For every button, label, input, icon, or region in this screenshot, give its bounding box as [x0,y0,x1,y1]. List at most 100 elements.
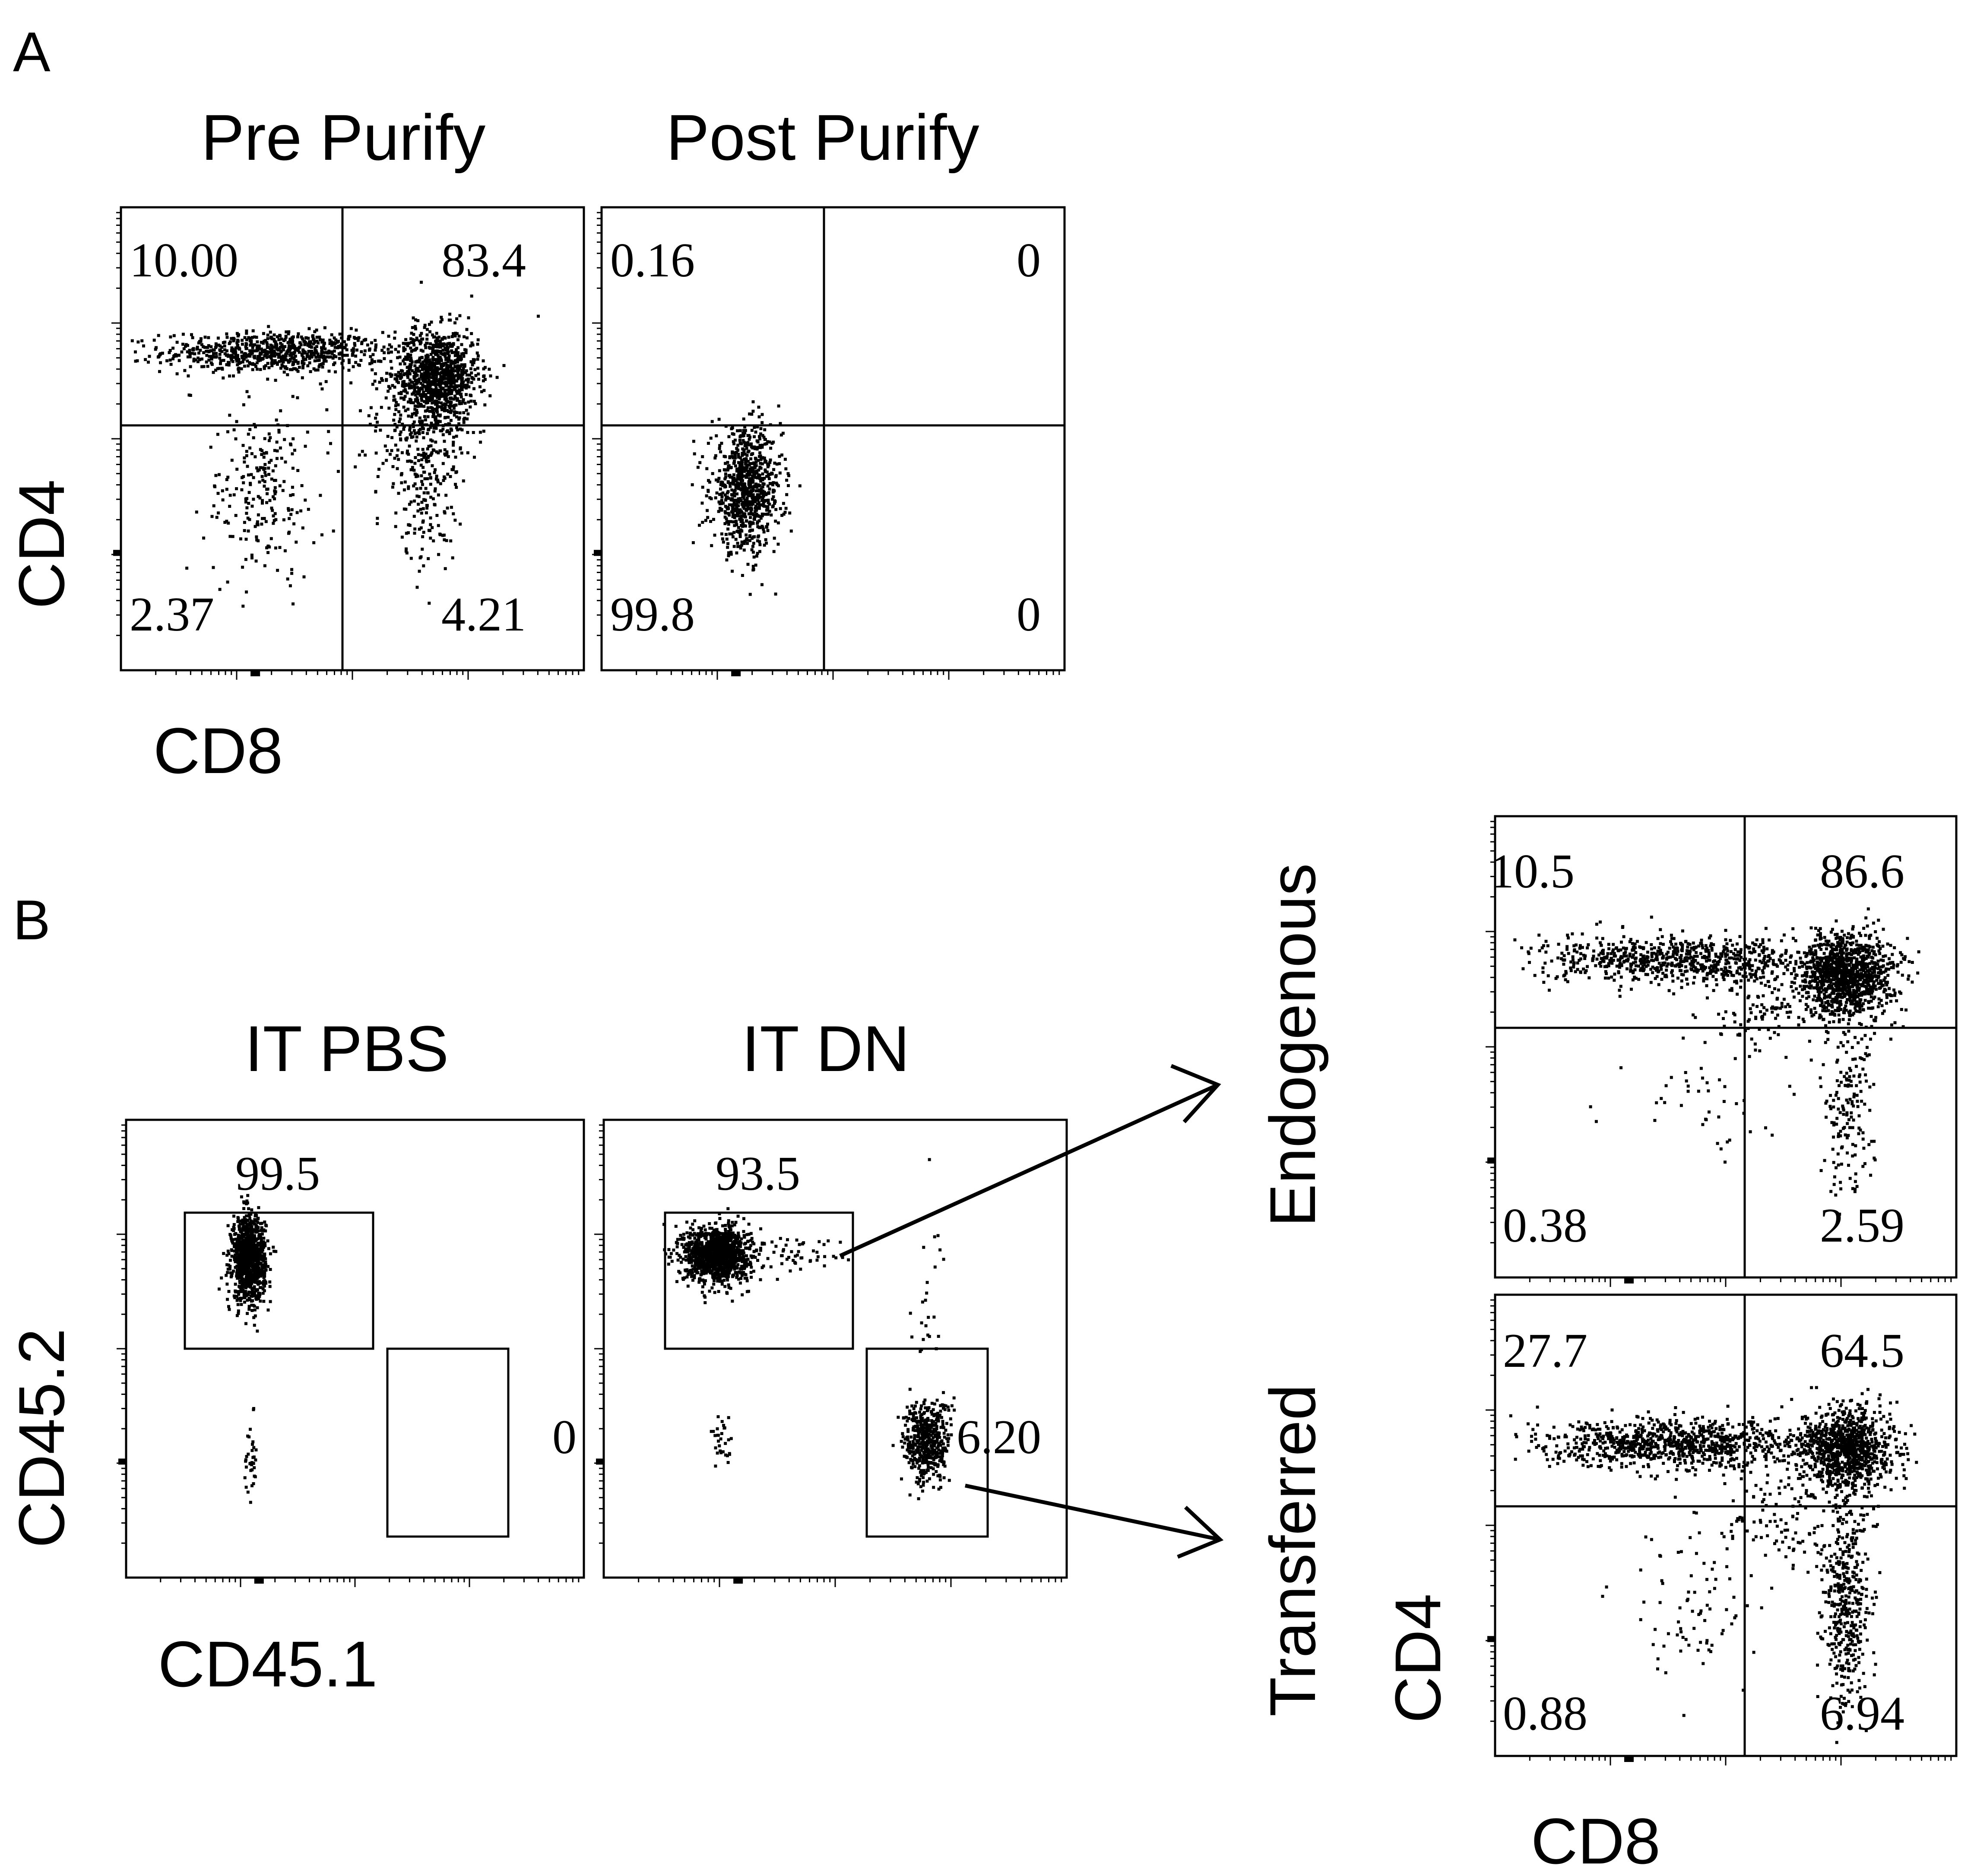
event-dot [466,417,469,421]
event-dot [387,390,390,393]
event-dot [676,1258,680,1262]
event-dot [428,368,431,372]
event-dot [357,336,361,339]
event-dot [399,396,403,400]
event-dot [445,430,449,434]
event-dot [246,465,249,468]
event-dot [434,383,437,387]
event-dot [275,347,279,351]
event-dot [218,353,222,356]
event-dot [263,517,266,520]
event-dot [431,349,435,352]
event-dot [765,542,768,545]
event-dot [452,332,455,335]
event-dot [740,519,743,523]
event-dot [175,372,179,376]
event-dot [728,455,732,459]
event-dot [296,469,300,472]
event-dot [304,336,308,339]
event-dot [749,457,753,460]
event-dot [742,467,745,470]
event-dot [413,482,417,485]
event-dot [435,349,438,353]
event-dot [450,506,453,509]
event-dot [708,1268,711,1272]
event-dot [751,498,754,501]
event-dot [250,352,254,355]
event-dot [453,365,457,369]
event-dot [412,375,416,378]
event-dot [732,489,736,493]
event-dot [439,375,443,378]
event-dot [743,491,747,494]
event-dot [421,367,425,371]
event-dot [472,361,475,364]
event-dot [751,488,755,491]
event-dot [308,361,311,364]
event-dot [412,420,416,424]
event-dot [437,451,440,455]
event-dot [759,495,763,499]
event-dot [250,1484,253,1487]
event-dot [406,436,409,440]
event-dot [293,449,296,452]
event-dot [432,377,435,380]
event-dot [718,444,722,447]
event-dot [268,1285,272,1288]
event-dot [234,346,238,350]
event-dot [425,388,428,391]
event-dot [258,1233,261,1236]
event-dot [470,371,473,375]
event-dot [763,428,767,431]
event-dot [431,401,434,405]
event-dot [442,376,446,379]
event-dot [294,355,297,358]
event-dot [730,532,734,536]
event-dot [290,572,294,575]
event-dot [409,337,413,340]
event-dot [467,400,470,404]
event-dot [767,501,770,504]
event-dot [235,341,239,345]
event-dot [220,345,224,349]
event-dot [248,1228,251,1232]
event-dot [453,354,457,357]
event-dot [245,1270,249,1273]
event-dot [774,508,778,511]
event-dot [253,1264,257,1268]
event-dot [267,439,271,442]
event-dot [241,339,244,342]
event-dot [456,338,460,342]
event-dot [420,458,424,461]
event-dot [244,1254,247,1258]
event-dot [437,493,440,497]
event-dot [387,406,391,410]
event-dot [252,1482,255,1486]
event-dot [460,451,463,455]
event-dot [289,352,292,355]
event-dot [460,380,463,383]
event-dot [251,1290,255,1293]
event-dot [451,385,455,388]
event-dot [751,528,754,532]
event-dot [465,328,469,331]
event-dot [759,466,763,470]
event-dot [244,500,247,504]
event-dot [251,349,254,352]
event-dot [453,380,456,383]
event-dot [261,1292,265,1295]
event-dot [248,1284,251,1288]
event-dot [233,1249,236,1253]
event-dot [357,363,360,367]
event-dot [234,1249,238,1252]
event-dot [427,391,430,394]
event-dot [380,349,384,352]
event-dot [736,514,739,517]
event-dot [446,506,449,510]
event-dot [269,330,272,334]
event-dot [244,342,248,345]
event-dot [330,343,333,347]
event-dot [734,509,737,513]
event-dot [735,447,738,450]
event-dot [236,1220,240,1223]
